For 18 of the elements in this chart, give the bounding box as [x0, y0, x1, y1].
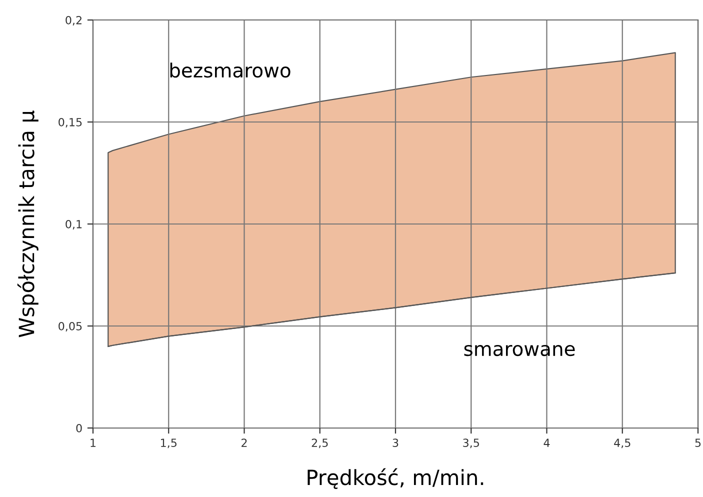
- x-tick-label: 2,5: [312, 438, 328, 448]
- x-tick-label: 4,5: [614, 438, 630, 448]
- annotation: smarowane: [464, 344, 575, 356]
- y-tick-label: 0: [76, 424, 82, 432]
- y-tick-label: 0,15: [58, 118, 82, 128]
- x-tick-label: 5: [695, 438, 701, 448]
- x-tick-label: 2: [242, 438, 247, 447]
- annotation: bezsmarowo: [170, 62, 290, 78]
- x-tick-label: 1: [90, 438, 96, 447]
- x-axis-title: Prędkość, m/min.: [308, 468, 484, 489]
- y-tick-label: 0,05: [58, 322, 82, 332]
- x-tick-label: 3: [392, 438, 398, 448]
- x-tick-label: 1,5: [161, 438, 176, 448]
- x-tick-label: 4: [544, 438, 550, 447]
- y-axis-title: Współczynnik tarcia μ: [17, 110, 38, 338]
- x-tick-label: 3,5: [463, 438, 479, 448]
- y-tick-label: 0,1: [66, 220, 82, 230]
- y-tick-label: 0,2: [66, 16, 82, 26]
